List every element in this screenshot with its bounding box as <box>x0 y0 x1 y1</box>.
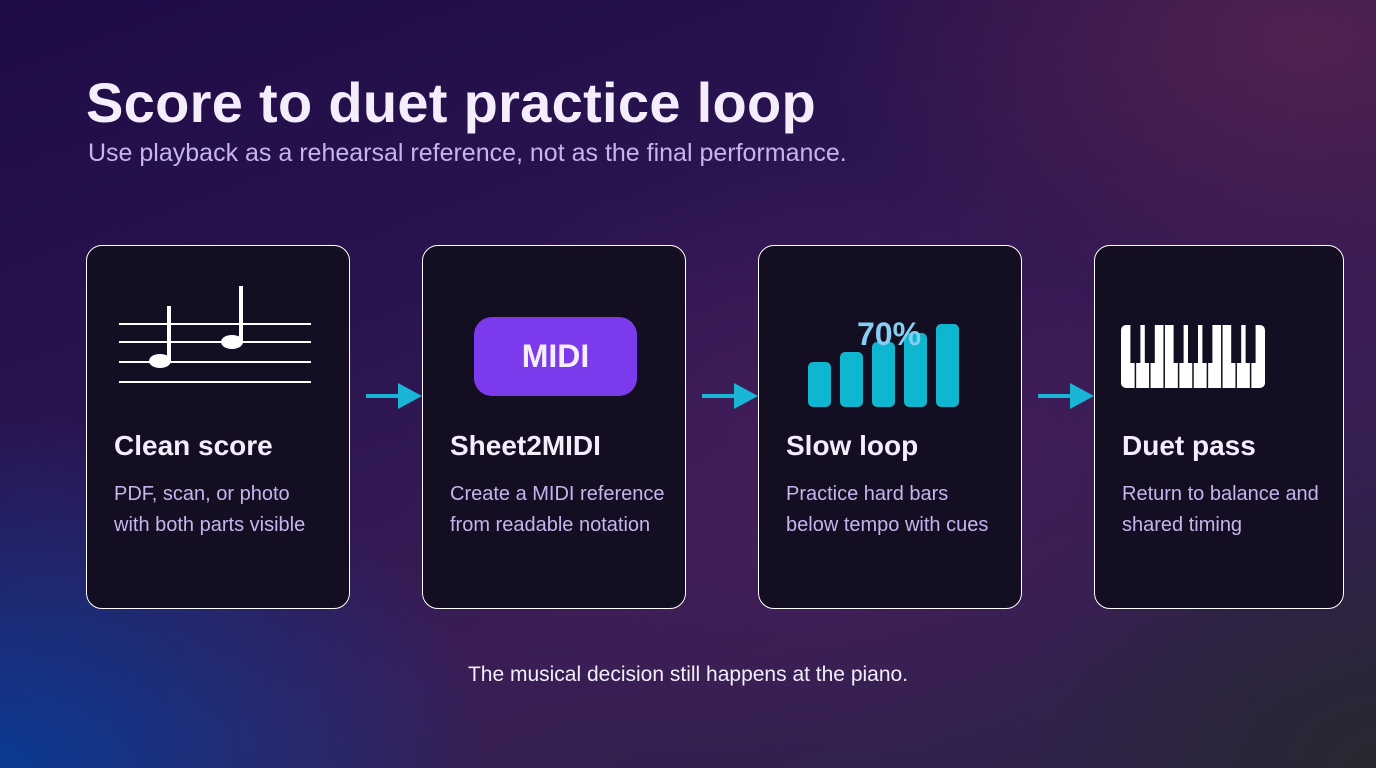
arrow-right-icon <box>1038 383 1094 409</box>
step-description: Create a MIDI reference from readable no… <box>450 483 665 536</box>
step-title: Sheet2MIDI <box>450 430 601 461</box>
sheet-music-icon <box>119 286 311 383</box>
step-card-sheet2midi: MIDI Sheet2MIDI Create a MIDI reference … <box>422 245 686 609</box>
step-card-duet-pass: Duet pass Return to balance and shared t… <box>1094 245 1344 609</box>
step-card-slow-loop: 70% Slow loop Practice hard bars below t… <box>758 245 1022 609</box>
step-description: PDF, scan, or photo with both parts visi… <box>114 483 306 536</box>
tempo-percentage-label: 70% <box>857 316 922 352</box>
step-title: Duet pass <box>1122 430 1256 461</box>
step-description: Return to balance and shared timing <box>1122 483 1319 536</box>
piano-keyboard-icon <box>1121 325 1265 388</box>
step-title: Clean score <box>114 430 273 461</box>
step-description: Practice hard bars below tempo with cues <box>786 483 989 536</box>
midi-badge-label: MIDI <box>521 338 590 374</box>
step-title: Slow loop <box>786 430 919 461</box>
page-title: Score to duet practice loop <box>86 71 817 134</box>
arrow-right-icon <box>702 383 758 409</box>
page-subtitle: Use playback as a rehearsal reference, n… <box>88 139 847 167</box>
tempo-bars-icon <box>808 324 959 407</box>
step-card-clean-score: Clean score PDF, scan, or photo with bot… <box>86 245 350 609</box>
midi-badge-icon: MIDI <box>474 317 637 396</box>
arrow-right-icon <box>366 383 422 409</box>
footer-note: The musical decision still happens at th… <box>467 663 909 686</box>
